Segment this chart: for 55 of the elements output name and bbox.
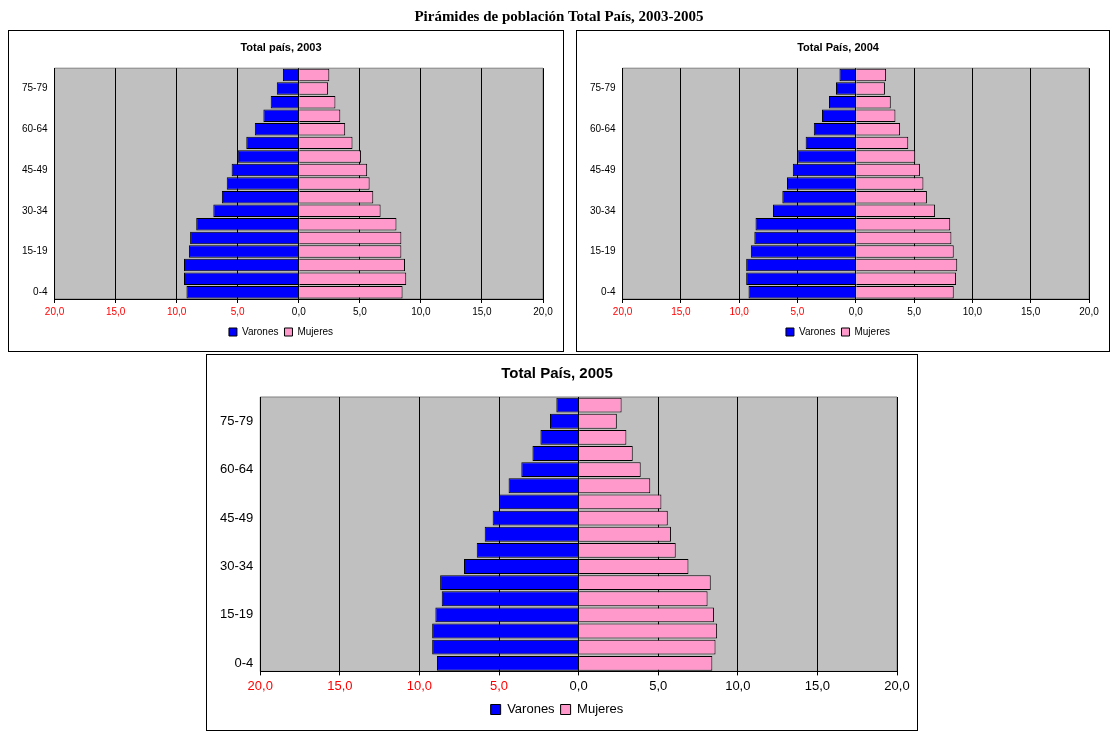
y-tick-label: 30-34 <box>590 204 617 216</box>
x-tick-label: 20,0 <box>44 305 65 317</box>
x-tick-label: 15,0 <box>804 677 831 693</box>
y-tick-label: 75-79 <box>590 82 617 94</box>
chart-title: Total País, 2004 <box>797 40 880 53</box>
y-tick-label: 15-19 <box>220 606 254 622</box>
text: Pirámides de población Total País, 2003-2005 <box>413 8 705 25</box>
x-tick-label: 15,0 <box>472 305 493 317</box>
x-tick-label: 20,0 <box>884 677 910 693</box>
legend-label: Mujeres <box>854 325 891 337</box>
y-tick-label: 30-34 <box>22 204 49 216</box>
x-tick-label: 10,0 <box>406 677 433 693</box>
legend-label: Mujeres <box>297 325 334 337</box>
y-tick-label: 15-19 <box>22 245 49 257</box>
x-tick-label: 15,0 <box>105 305 126 317</box>
x-tick-label: 10,0 <box>962 305 983 317</box>
x-tick-label: 0,0 <box>291 305 307 317</box>
chart-title: Total país, 2003 <box>240 40 322 53</box>
x-tick-label: 20,0 <box>247 677 273 693</box>
x-tick-label: 0,0 <box>848 305 864 317</box>
x-tick-label: 15,0 <box>671 305 692 317</box>
y-tick-label: 60-64 <box>220 461 254 477</box>
x-tick-label: 0,0 <box>569 677 588 693</box>
x-tick-label: 20,0 <box>1079 305 1100 317</box>
x-tick-label: 5,0 <box>352 305 368 317</box>
y-tick-label: 0-4 <box>33 285 49 297</box>
x-tick-label: 5,0 <box>649 677 668 693</box>
chart-title: Total País, 2005 <box>501 364 613 382</box>
y-tick-label: 75-79 <box>220 412 254 428</box>
y-tick-label: 0-4 <box>601 285 617 297</box>
y-tick-label: 45-49 <box>590 163 617 175</box>
x-tick-label: 5,0 <box>907 305 922 317</box>
y-tick-label: 30-34 <box>220 558 254 574</box>
y-tick-label: 45-49 <box>220 509 254 525</box>
y-tick-label: 0-4 <box>234 654 254 670</box>
x-tick-label: 15,0 <box>327 677 353 693</box>
x-tick-label: 15,0 <box>1020 305 1041 317</box>
x-tick-label: 5,0 <box>230 305 246 317</box>
x-tick-label: 10,0 <box>729 305 750 317</box>
y-tick-label: 75-79 <box>22 82 49 94</box>
x-tick-label: 5,0 <box>790 305 805 317</box>
x-tick-label: 10,0 <box>411 305 432 317</box>
y-tick-label: 45-49 <box>22 163 49 175</box>
x-tick-label: 10,0 <box>166 305 187 317</box>
x-tick-label: 20,0 <box>533 305 554 317</box>
y-tick-label: 60-64 <box>590 123 617 135</box>
x-tick-label: 20,0 <box>612 305 633 317</box>
legend-label: Mujeres <box>577 701 624 717</box>
y-tick-label: 15-19 <box>590 245 617 257</box>
x-tick-label: 5,0 <box>489 677 509 693</box>
legend-label: Varones <box>798 325 836 337</box>
y-tick-label: 60-64 <box>22 123 49 135</box>
legend-label: Varones <box>241 325 279 337</box>
legend-label: Varones <box>507 701 556 717</box>
x-tick-label: 10,0 <box>725 677 751 693</box>
